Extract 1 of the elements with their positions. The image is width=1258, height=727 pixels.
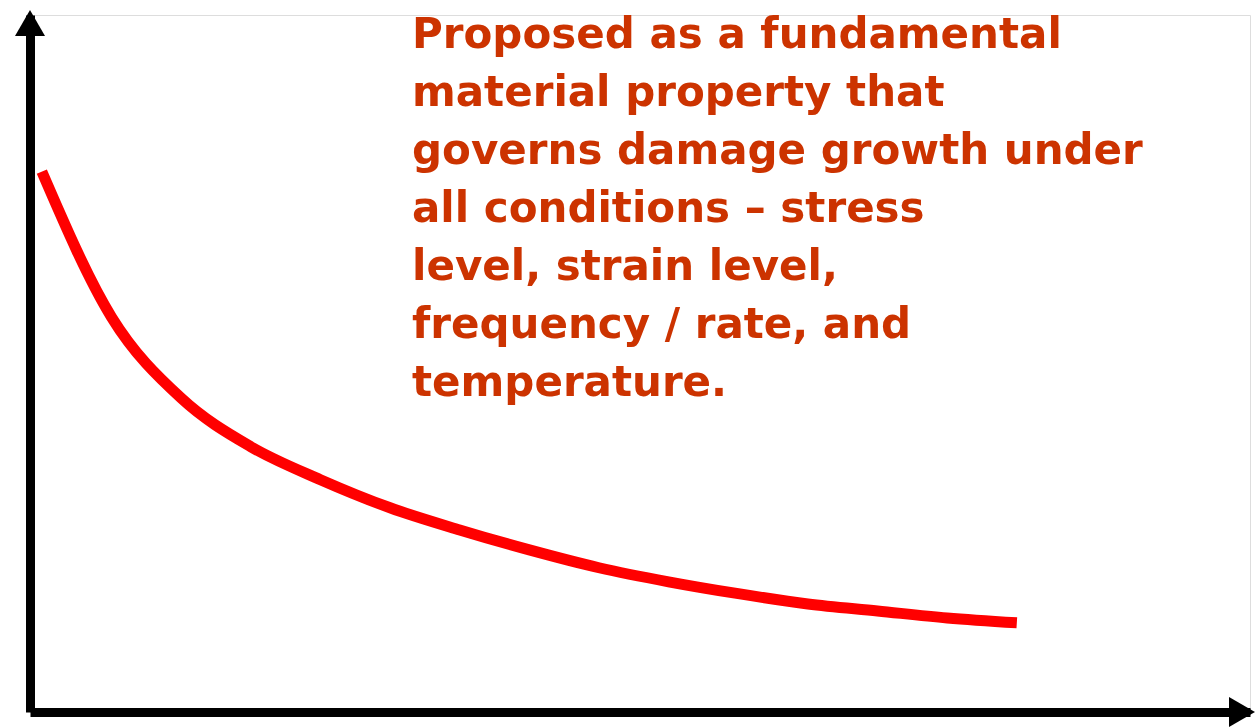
annotation: Proposed as a fundamental material property that governs damage growth under all conditions – stress level, strain level, frequency / rate, and temperature.	[412, 9, 1144, 406]
